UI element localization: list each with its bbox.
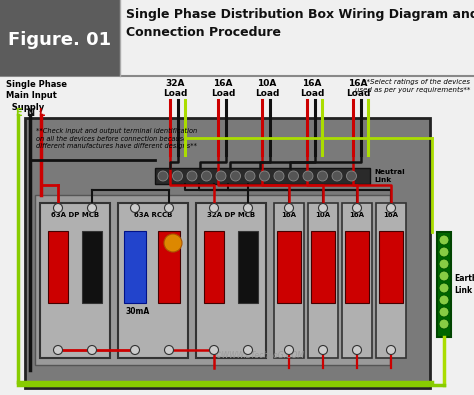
Circle shape <box>201 171 211 181</box>
Text: 63A RCCB: 63A RCCB <box>134 212 172 218</box>
Circle shape <box>130 346 139 354</box>
Circle shape <box>173 171 182 181</box>
Circle shape <box>319 203 328 213</box>
Circle shape <box>439 271 449 281</box>
Bar <box>124 231 146 303</box>
Text: 16A
Load: 16A Load <box>346 79 370 98</box>
Circle shape <box>353 346 362 354</box>
Circle shape <box>332 171 342 181</box>
Circle shape <box>386 203 395 213</box>
Text: 16A: 16A <box>383 212 399 218</box>
Circle shape <box>245 171 255 181</box>
Text: 30mA: 30mA <box>126 307 150 316</box>
Text: Single Phase Distribution Box Wiring Diagram and
Connection Procedure: Single Phase Distribution Box Wiring Dia… <box>126 8 474 38</box>
Text: **Check input and output terminal identification
on all the devices before conne: **Check input and output terminal identi… <box>36 128 197 149</box>
Text: **Select ratings of the devices
used as per your requirements**: **Select ratings of the devices used as … <box>355 79 470 93</box>
Text: N: N <box>26 108 34 118</box>
Bar <box>118 203 188 358</box>
Text: 10A: 10A <box>315 212 330 218</box>
Text: ©WWW.ETechnoG.COM: ©WWW.ETechnoG.COM <box>215 350 305 359</box>
Circle shape <box>284 346 293 354</box>
Text: 63A DP MCB: 63A DP MCB <box>51 212 99 218</box>
Circle shape <box>244 346 253 354</box>
Text: 16A
Load: 16A Load <box>300 79 324 98</box>
Bar <box>40 203 110 358</box>
Bar <box>0 0 120 76</box>
Circle shape <box>284 203 293 213</box>
Circle shape <box>259 171 270 181</box>
Circle shape <box>130 203 139 213</box>
Text: 16A
Load: 16A Load <box>211 79 235 98</box>
Bar <box>158 231 180 303</box>
Circle shape <box>216 171 226 181</box>
Bar <box>25 118 430 388</box>
Text: Single Phase
Main Input
  Supply: Single Phase Main Input Supply <box>6 80 67 112</box>
Circle shape <box>439 307 449 317</box>
Circle shape <box>439 247 449 257</box>
Circle shape <box>353 203 362 213</box>
Bar <box>238 231 258 303</box>
Bar <box>274 203 304 358</box>
Bar <box>155 168 370 184</box>
Circle shape <box>244 203 253 213</box>
Circle shape <box>88 346 97 354</box>
Bar <box>308 203 338 358</box>
Bar <box>379 231 403 303</box>
Circle shape <box>274 171 284 181</box>
Circle shape <box>210 203 219 213</box>
Circle shape <box>54 203 63 213</box>
Text: 32A
Load: 32A Load <box>163 79 187 98</box>
Circle shape <box>158 171 168 181</box>
Bar <box>204 231 224 303</box>
Circle shape <box>88 203 97 213</box>
Circle shape <box>303 171 313 181</box>
Circle shape <box>439 295 449 305</box>
Text: 16A: 16A <box>282 212 297 218</box>
Text: Figure. 01: Figure. 01 <box>9 31 111 49</box>
Bar <box>376 203 406 358</box>
Circle shape <box>187 171 197 181</box>
Circle shape <box>439 235 449 245</box>
Circle shape <box>346 171 356 181</box>
Circle shape <box>210 346 219 354</box>
Circle shape <box>164 203 173 213</box>
Circle shape <box>164 234 182 252</box>
Circle shape <box>230 171 240 181</box>
Text: E: E <box>15 108 21 118</box>
Bar <box>342 203 372 358</box>
Bar <box>48 231 68 303</box>
Text: 16A: 16A <box>349 212 365 218</box>
Circle shape <box>164 346 173 354</box>
Text: 32A DP MCB: 32A DP MCB <box>207 212 255 218</box>
Circle shape <box>439 259 449 269</box>
Circle shape <box>439 319 449 329</box>
Bar <box>277 231 301 303</box>
Bar <box>345 231 369 303</box>
Bar <box>311 231 335 303</box>
Circle shape <box>54 346 63 354</box>
Text: Earth
Link: Earth Link <box>454 275 474 295</box>
Circle shape <box>318 171 328 181</box>
Text: L: L <box>38 108 44 118</box>
Bar <box>437 232 451 337</box>
Text: 10A
Load: 10A Load <box>255 79 279 98</box>
Circle shape <box>289 171 299 181</box>
Circle shape <box>319 346 328 354</box>
Circle shape <box>439 283 449 293</box>
Bar <box>82 231 102 303</box>
Bar <box>196 203 266 358</box>
Bar <box>35 195 390 365</box>
Text: Neutral
Link: Neutral Link <box>374 169 405 182</box>
Circle shape <box>386 346 395 354</box>
